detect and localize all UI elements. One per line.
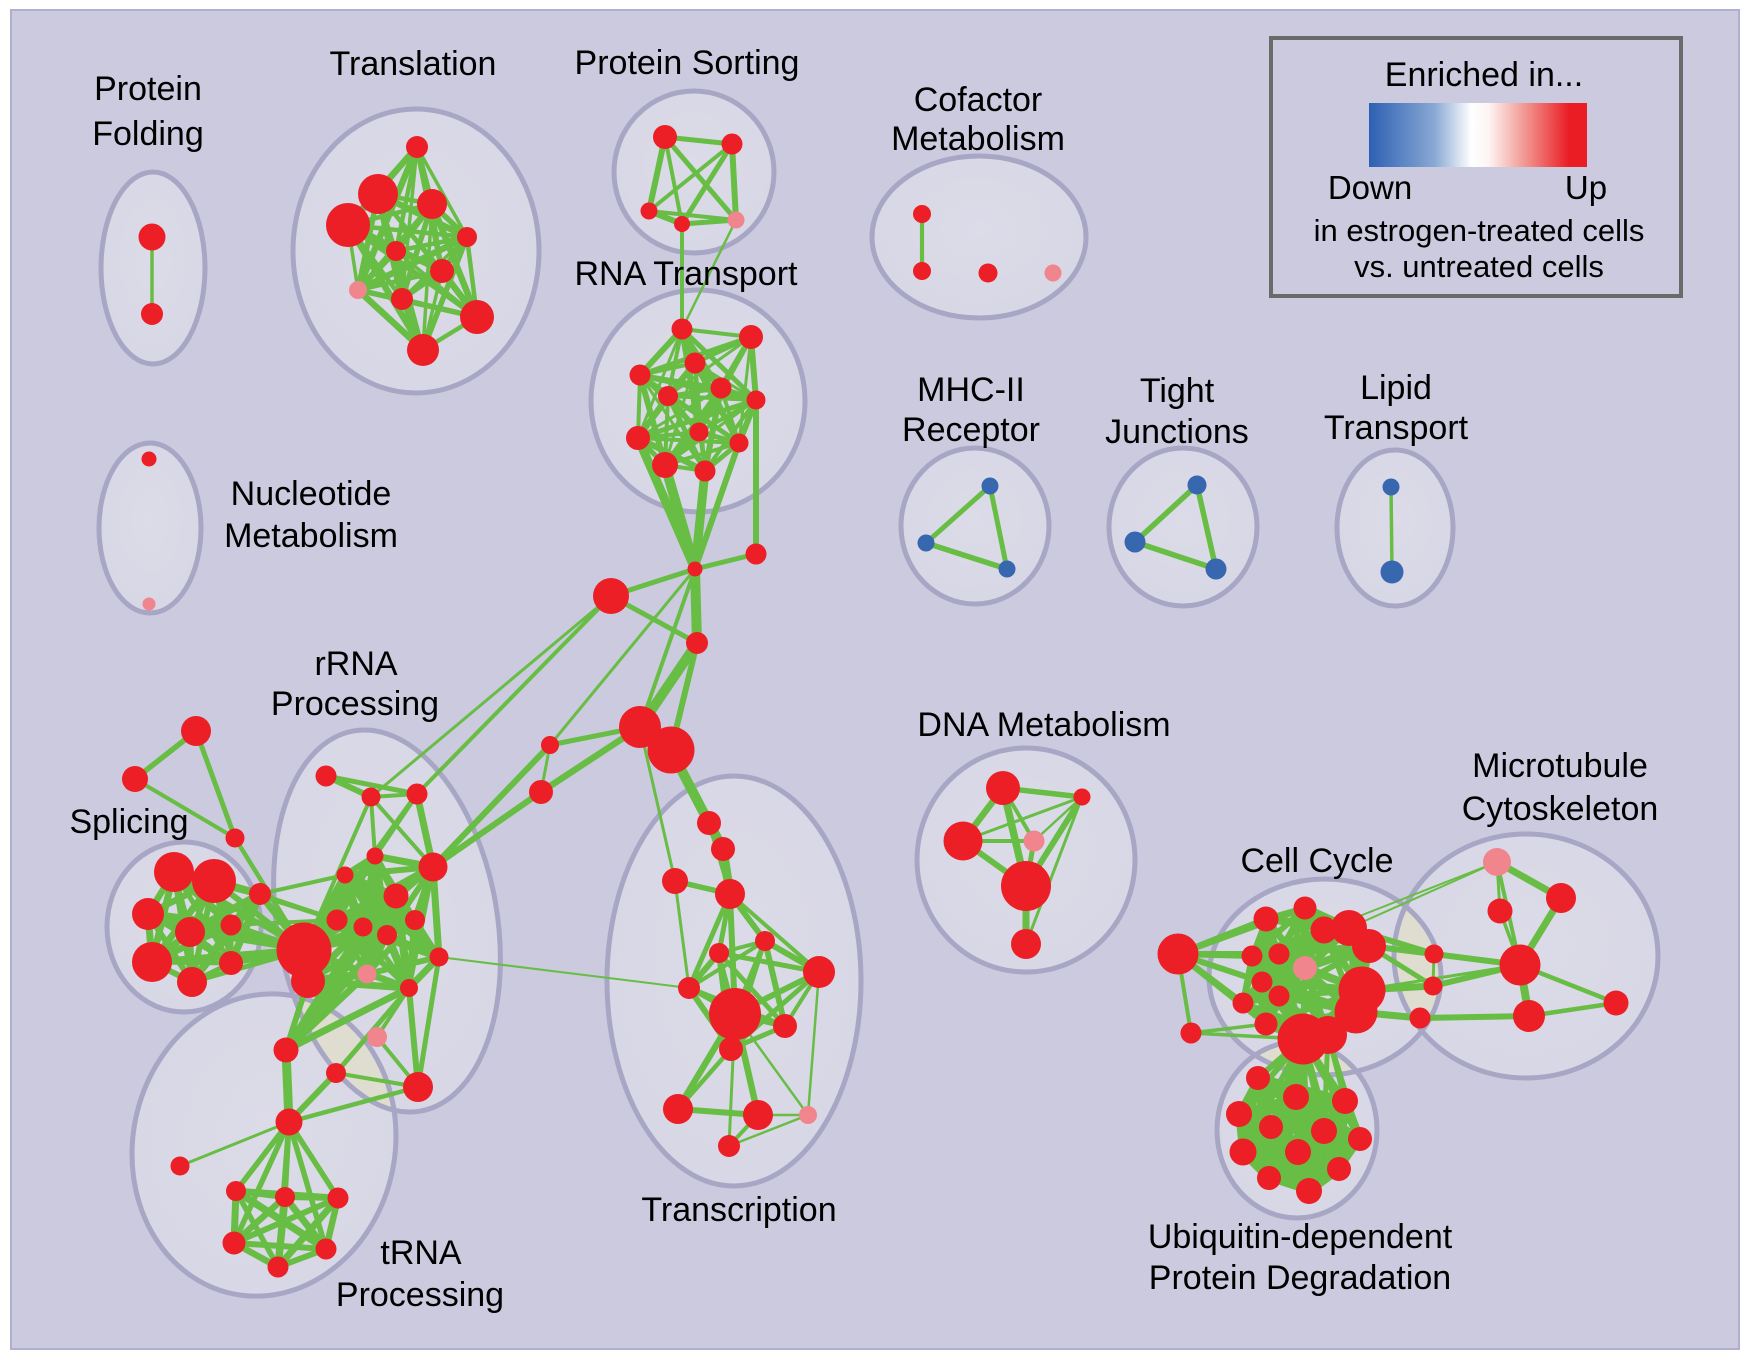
svg-text:Processing: Processing (271, 685, 439, 723)
svg-text:Nucleotide: Nucleotide (231, 475, 392, 513)
svg-text:Down: Down (1328, 169, 1412, 206)
svg-text:DNA Metabolism: DNA Metabolism (917, 706, 1170, 744)
svg-text:Processing: Processing (336, 1276, 504, 1314)
svg-text:Protein Degradation: Protein Degradation (1149, 1259, 1451, 1297)
svg-text:Microtubule: Microtubule (1472, 747, 1648, 785)
svg-text:Receptor: Receptor (902, 411, 1040, 449)
svg-text:Metabolism: Metabolism (224, 517, 398, 555)
svg-text:Lipid: Lipid (1360, 369, 1432, 407)
svg-text:Cofactor: Cofactor (914, 81, 1043, 119)
svg-text:Enriched in...: Enriched in... (1385, 56, 1583, 94)
svg-text:in estrogen-treated cells: in estrogen-treated cells (1314, 213, 1645, 248)
svg-text:Transport: Transport (1324, 409, 1469, 447)
svg-text:Up: Up (1565, 169, 1607, 206)
svg-text:RNA Transport: RNA Transport (575, 255, 799, 293)
svg-text:tRNA: tRNA (380, 1234, 462, 1272)
svg-text:Folding: Folding (92, 115, 204, 153)
svg-text:Translation: Translation (330, 45, 497, 83)
svg-text:Junctions: Junctions (1105, 413, 1249, 451)
svg-text:Tight: Tight (1140, 372, 1215, 410)
svg-text:rRNA: rRNA (314, 645, 397, 683)
svg-text:vs. untreated cells: vs. untreated cells (1354, 249, 1604, 284)
svg-text:Cytoskeleton: Cytoskeleton (1462, 790, 1659, 828)
svg-text:MHC-II: MHC-II (917, 371, 1025, 409)
svg-text:Transcription: Transcription (641, 1191, 836, 1229)
svg-text:Ubiquitin-dependent: Ubiquitin-dependent (1148, 1218, 1453, 1256)
svg-text:Metabolism: Metabolism (891, 120, 1065, 158)
svg-text:Cell Cycle: Cell Cycle (1240, 842, 1393, 880)
svg-text:Protein: Protein (94, 70, 202, 108)
svg-text:Protein Sorting: Protein Sorting (575, 44, 800, 82)
svg-text:Splicing: Splicing (69, 803, 188, 841)
